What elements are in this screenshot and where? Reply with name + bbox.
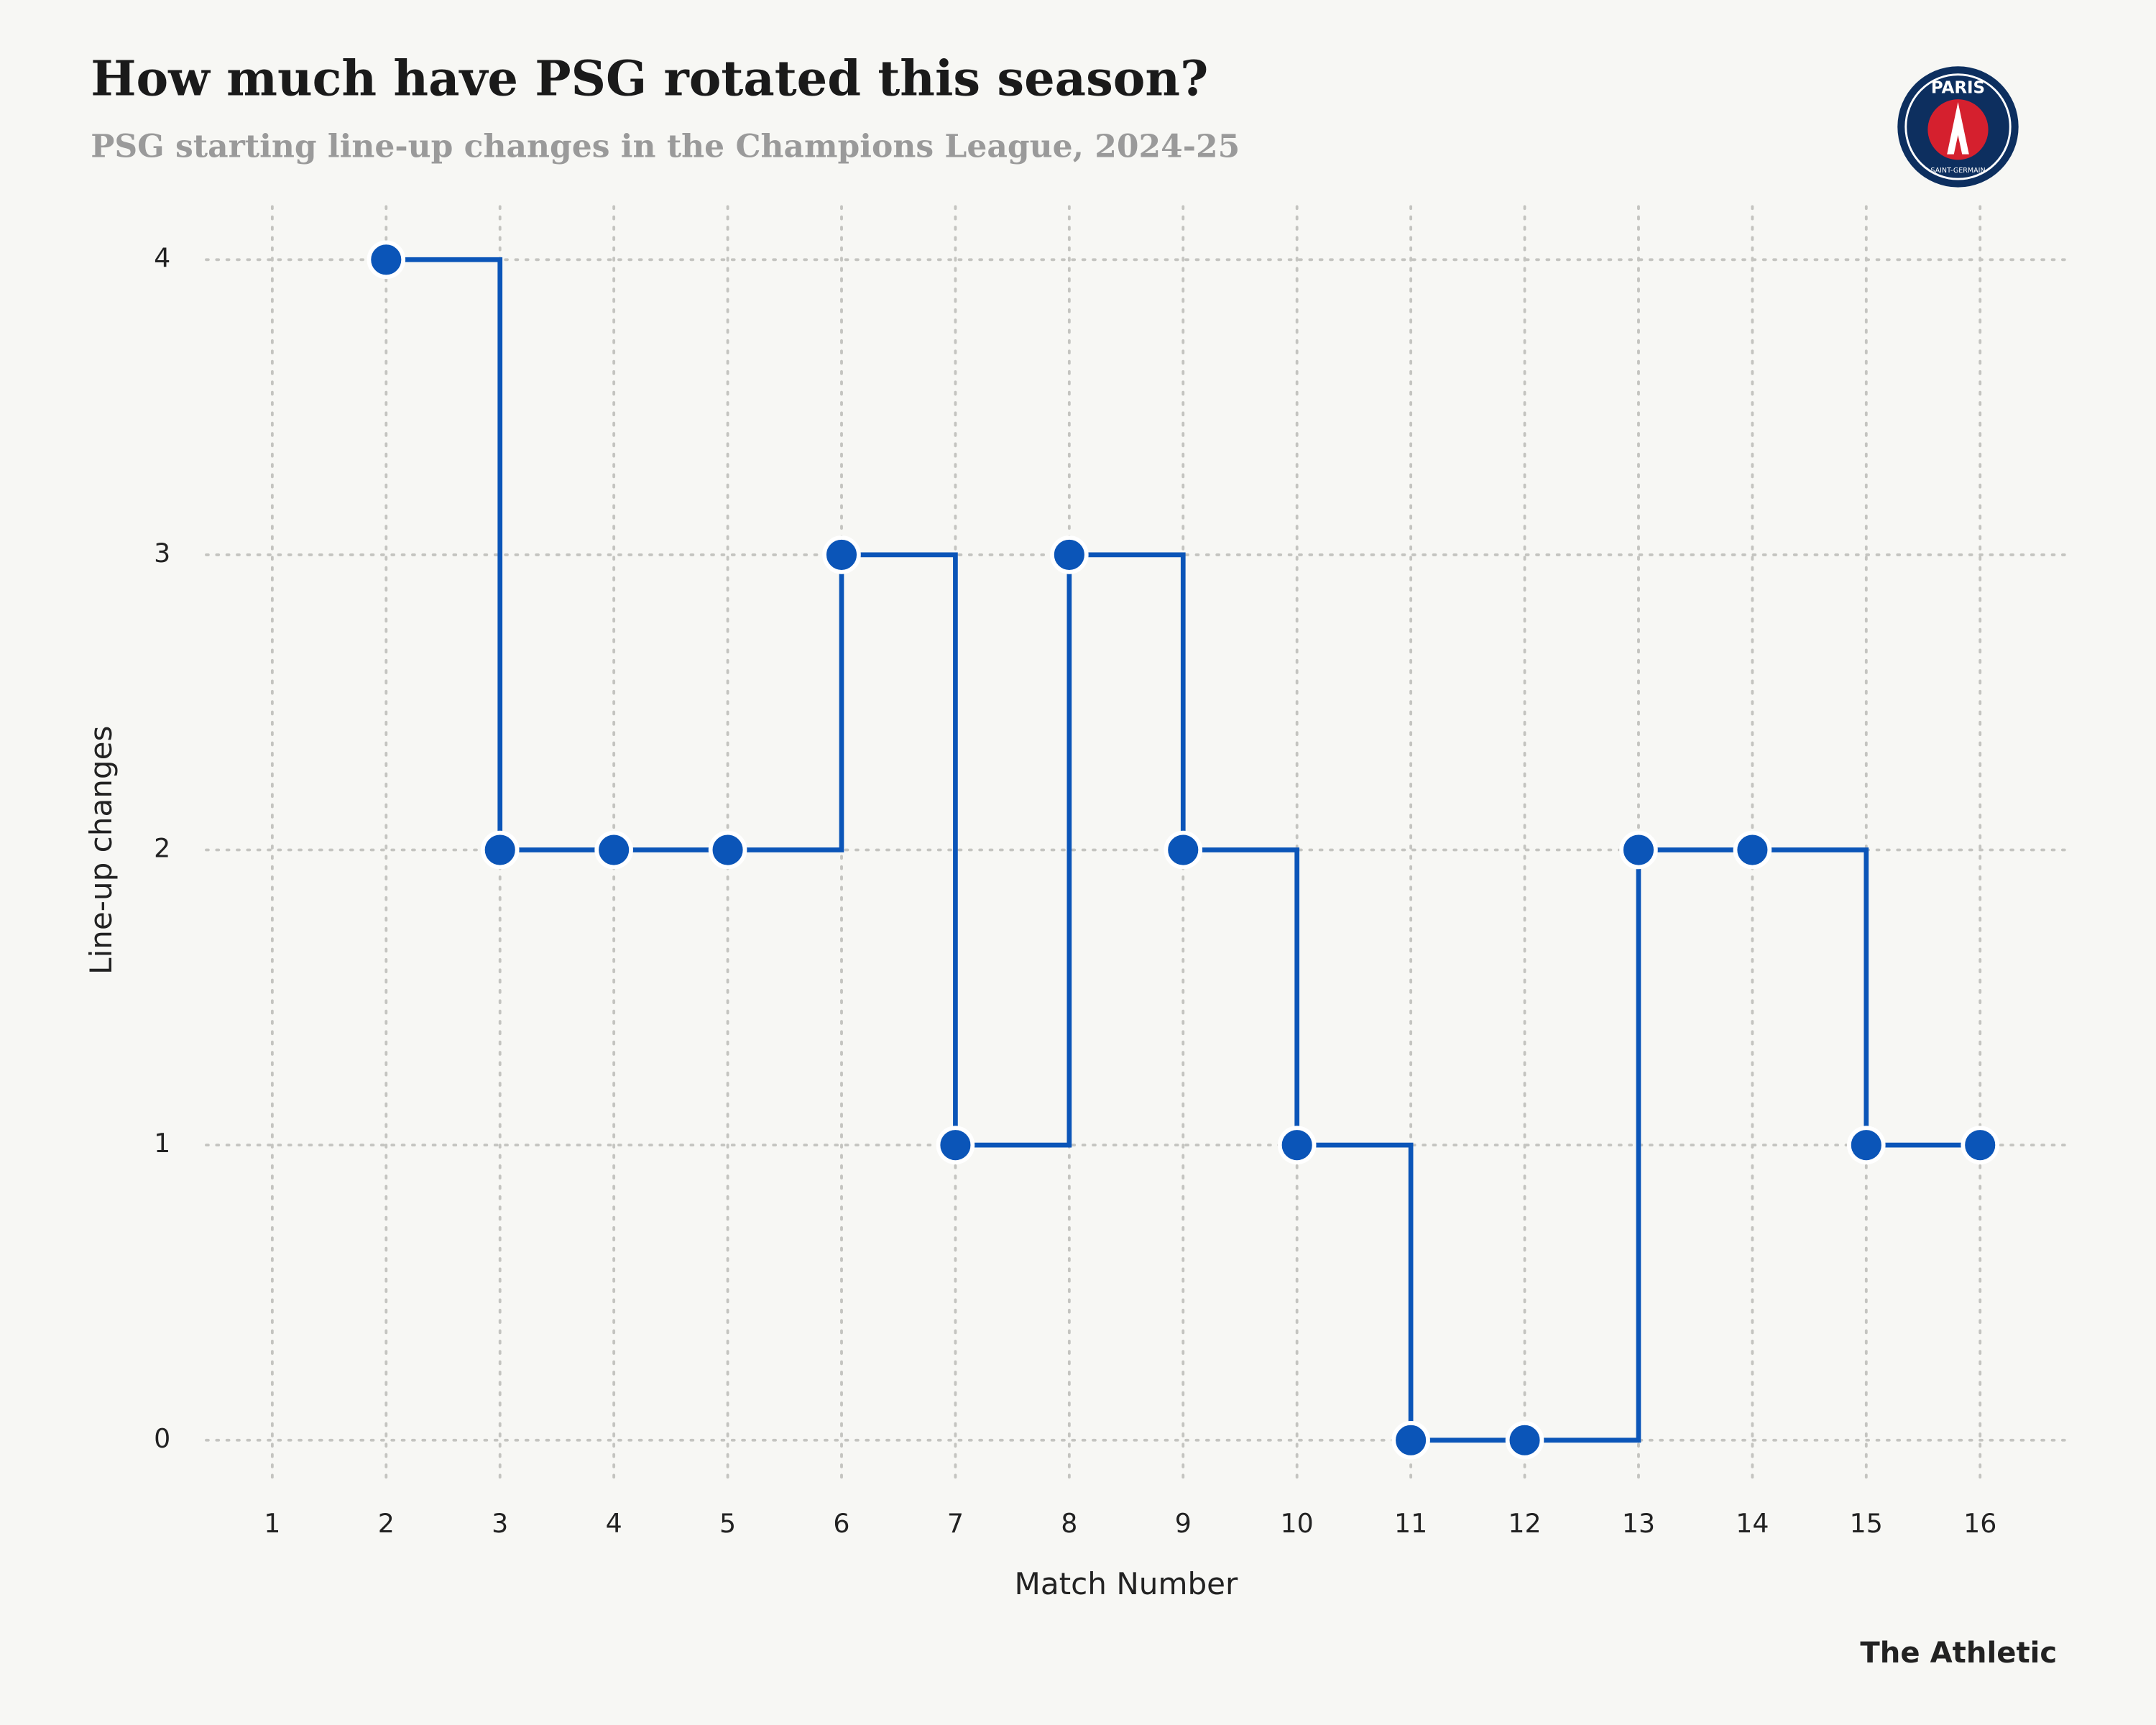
data-point (1050, 535, 1089, 574)
x-axis-label: Match Number (1015, 1566, 1238, 1601)
logo-text: PARIS (1931, 78, 1985, 97)
logo-ring (1904, 73, 2012, 180)
y-tick-label: 3 (154, 538, 170, 569)
data-point (480, 830, 520, 870)
x-tick-label: 14 (1736, 1508, 1769, 1539)
x-tick-label: 2 (378, 1508, 395, 1539)
x-tick-label: 5 (719, 1508, 736, 1539)
x-tick-label: 11 (1394, 1508, 1427, 1539)
data-point (594, 830, 633, 870)
data-point (708, 830, 747, 870)
x-tick-label: 3 (492, 1508, 508, 1539)
data-point (1164, 830, 1203, 870)
logo-tower (1947, 101, 1969, 155)
x-tick-label: 1 (264, 1508, 280, 1539)
x-tick-label: 13 (1622, 1508, 1655, 1539)
logo: PARIS SAINT-GERMAIN (1897, 66, 2019, 188)
logo-text: SAINT-GERMAIN (1930, 167, 1985, 175)
data-point (1847, 1126, 1886, 1164)
y-axis-label: Line-up changes (83, 726, 119, 975)
data-point (1277, 1126, 1317, 1164)
x-tick-label: 4 (606, 1508, 622, 1539)
data-point (1961, 1126, 2000, 1164)
y-tick-label: 2 (154, 833, 170, 864)
chart-title: How much have PSG rotated this season? (91, 50, 1208, 107)
data-point (936, 1126, 975, 1164)
source: The Athletic (1860, 1637, 2057, 1670)
x-tick-label: 8 (1061, 1508, 1077, 1539)
data-point (1619, 830, 1658, 870)
chart-subtitle: PSG starting line-up changes in the Cham… (91, 129, 1240, 165)
x-tick-label: 6 (833, 1508, 849, 1539)
x-tick-label: 10 (1281, 1508, 1314, 1539)
x-tick-label: 15 (1850, 1508, 1883, 1539)
data-point (367, 240, 406, 280)
data-point (1505, 1420, 1544, 1460)
x-tick-label: 7 (947, 1508, 964, 1539)
y-tick-label: 1 (154, 1128, 170, 1159)
x-tick-label: 16 (1963, 1508, 1996, 1539)
data-point (1733, 830, 1772, 870)
x-tick-label: 12 (1508, 1508, 1541, 1539)
data-point (1391, 1420, 1430, 1460)
data-point (822, 535, 861, 574)
y-tick-label: 0 (154, 1423, 170, 1454)
y-tick-label: 4 (154, 242, 170, 273)
x-tick-label: 9 (1175, 1508, 1192, 1539)
